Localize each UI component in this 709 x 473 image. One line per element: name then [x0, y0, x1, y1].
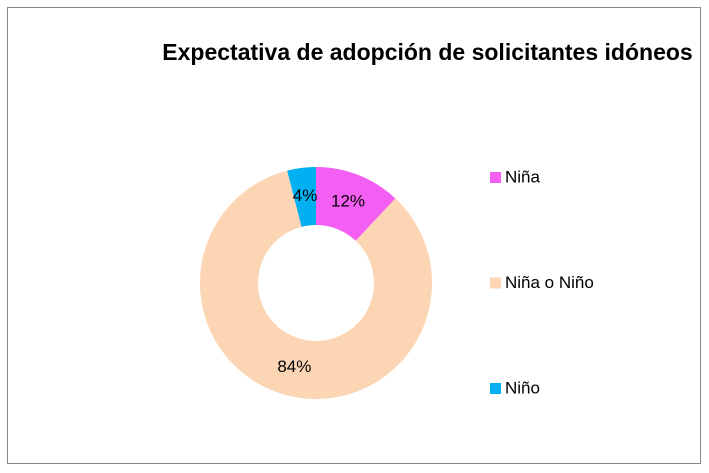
donut-slice: [200, 170, 433, 399]
data-label: 4%: [293, 186, 318, 205]
data-label: 12%: [331, 192, 365, 211]
donut-slice: [316, 167, 396, 241]
chart-frame: [7, 7, 701, 464]
chart-title: Expectativa de adopción de solicitantes …: [162, 39, 693, 65]
legend-swatch: [490, 383, 501, 394]
legend-label: Niño: [505, 378, 540, 397]
legend-label: Niña: [505, 167, 541, 186]
legend-label: Niña o Niño: [505, 273, 594, 292]
legend-swatch: [490, 172, 501, 183]
data-label: 84%: [277, 357, 311, 376]
donut-slice: [287, 167, 316, 227]
legend-swatch: [490, 277, 501, 289]
